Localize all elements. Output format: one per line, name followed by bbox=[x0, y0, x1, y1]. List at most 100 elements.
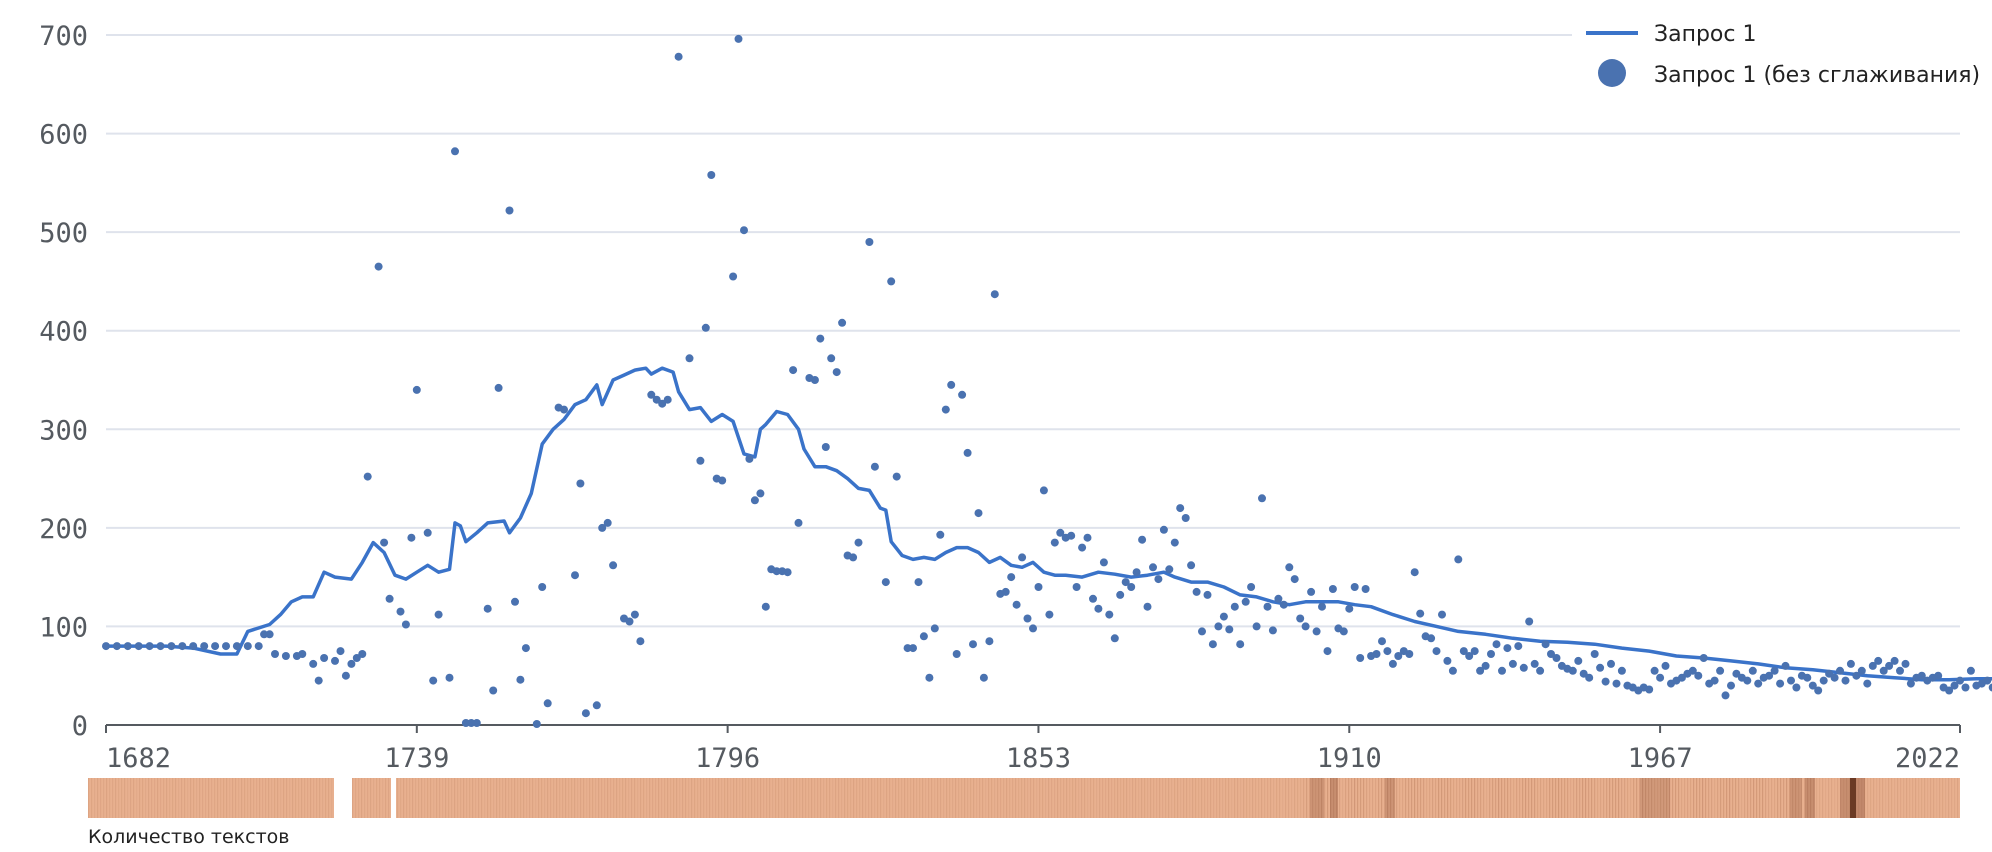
scatter-point[interactable] bbox=[603, 518, 612, 527]
scatter-point[interactable] bbox=[685, 354, 694, 363]
scatter-point[interactable] bbox=[772, 567, 781, 576]
scatter-point[interactable] bbox=[1961, 683, 1970, 692]
scatter-point[interactable] bbox=[1612, 679, 1621, 688]
scatter-point[interactable] bbox=[958, 390, 967, 399]
scatter-point[interactable] bbox=[1743, 676, 1752, 685]
scatter-point[interactable] bbox=[1956, 676, 1964, 685]
scatter-point[interactable] bbox=[1803, 673, 1812, 682]
scatter-point[interactable] bbox=[1105, 610, 1114, 619]
scatter-point[interactable] bbox=[200, 642, 209, 651]
scatter-point[interactable] bbox=[1258, 494, 1266, 503]
scatter-point[interactable] bbox=[1372, 650, 1381, 658]
scatter-point[interactable] bbox=[1836, 666, 1844, 675]
scatter-point[interactable] bbox=[1187, 561, 1196, 570]
scatter-point[interactable] bbox=[979, 673, 988, 682]
scatter-point[interactable] bbox=[1214, 622, 1223, 631]
scatter-point[interactable] bbox=[963, 448, 972, 457]
scatter-point[interactable] bbox=[1890, 656, 1899, 665]
scatter-point[interactable] bbox=[1721, 691, 1730, 700]
scatter-point[interactable] bbox=[1590, 650, 1599, 658]
scatter-point[interactable] bbox=[281, 652, 290, 660]
scatter-point[interactable] bbox=[1470, 647, 1479, 656]
scatter-point[interactable] bbox=[1099, 558, 1108, 567]
scatter-point[interactable] bbox=[1023, 614, 1032, 623]
scatter-point[interactable] bbox=[652, 395, 661, 404]
scatter-point[interactable] bbox=[260, 630, 269, 639]
scatter-point[interactable] bbox=[1121, 578, 1130, 587]
scatter-point[interactable] bbox=[1132, 568, 1141, 577]
scatter-point[interactable] bbox=[707, 171, 716, 179]
scatter-point[interactable] bbox=[985, 637, 994, 646]
scatter-point[interactable] bbox=[538, 583, 547, 591]
scatter-point[interactable] bbox=[1050, 538, 1059, 547]
scatter-point[interactable] bbox=[881, 578, 890, 587]
scatter-point[interactable] bbox=[1268, 626, 1277, 635]
scatter-point[interactable] bbox=[1945, 686, 1954, 695]
scatter-point[interactable] bbox=[1781, 661, 1790, 670]
scatter-point[interactable] bbox=[352, 654, 361, 662]
scatter-point[interactable] bbox=[827, 354, 836, 363]
scatter-point[interactable] bbox=[374, 262, 383, 271]
scatter-point[interactable] bbox=[1825, 669, 1834, 678]
scatter-point[interactable] bbox=[718, 476, 727, 485]
scatter-point[interactable] bbox=[1917, 671, 1926, 680]
scatter-point[interactable] bbox=[1078, 543, 1087, 552]
scatter-point[interactable] bbox=[1863, 679, 1872, 688]
scatter-point[interactable] bbox=[1301, 622, 1310, 631]
scatter-point[interactable] bbox=[647, 390, 656, 399]
scatter-point[interactable] bbox=[1018, 553, 1027, 562]
scatter-point[interactable] bbox=[609, 561, 618, 570]
scatter-point[interactable] bbox=[1857, 666, 1866, 675]
scatter-point[interactable] bbox=[1198, 627, 1206, 636]
scatter-point[interactable] bbox=[298, 650, 307, 658]
scatter-point[interactable] bbox=[1345, 604, 1354, 613]
scatter-point[interactable] bbox=[750, 496, 759, 505]
scatter-point[interactable] bbox=[674, 52, 683, 61]
scatter-point[interactable] bbox=[1012, 600, 1021, 609]
scatter-point[interactable] bbox=[1089, 594, 1097, 603]
scatter-point[interactable] bbox=[434, 610, 443, 619]
scatter-point[interactable] bbox=[385, 594, 394, 603]
scatter-point[interactable] bbox=[265, 630, 274, 639]
scatter-point[interactable] bbox=[592, 701, 601, 710]
scatter-point[interactable] bbox=[1208, 640, 1217, 649]
scatter-point[interactable] bbox=[1885, 661, 1894, 670]
scatter-point[interactable] bbox=[1241, 597, 1250, 606]
scatter-point[interactable] bbox=[1323, 647, 1332, 656]
scatter-point[interactable] bbox=[1770, 666, 1779, 675]
scatter-point[interactable] bbox=[1645, 685, 1654, 694]
scatter-point[interactable] bbox=[1677, 673, 1686, 682]
scatter-point[interactable] bbox=[581, 709, 590, 718]
scatter-point[interactable] bbox=[1819, 676, 1828, 685]
scatter-point[interactable] bbox=[1896, 666, 1904, 675]
scatter-point[interactable] bbox=[1498, 666, 1506, 675]
scatter-point[interactable] bbox=[336, 647, 345, 656]
scatter-point[interactable] bbox=[445, 673, 454, 682]
scatter-point[interactable] bbox=[1868, 661, 1877, 670]
scatter-point[interactable] bbox=[1448, 666, 1457, 675]
scatter-point[interactable] bbox=[1906, 679, 1915, 688]
scatter-point[interactable] bbox=[936, 530, 945, 539]
scatter-point[interactable] bbox=[1388, 659, 1397, 668]
scatter-point[interactable] bbox=[1170, 538, 1179, 547]
scatter-point[interactable] bbox=[407, 533, 416, 542]
scatter-point[interactable] bbox=[1536, 666, 1545, 675]
scatter-point[interactable] bbox=[467, 719, 476, 727]
scatter-point[interactable] bbox=[102, 642, 110, 651]
scatter-point[interactable] bbox=[211, 642, 220, 651]
scatter-point[interactable] bbox=[1487, 650, 1495, 658]
scatter-point[interactable] bbox=[1901, 659, 1910, 668]
scatter-point[interactable] bbox=[472, 719, 481, 727]
scatter-point[interactable] bbox=[511, 597, 519, 606]
scatter-point[interactable] bbox=[854, 538, 863, 547]
scatter-point[interactable] bbox=[1110, 634, 1119, 643]
scatter-point[interactable] bbox=[123, 642, 132, 651]
scatter-point[interactable] bbox=[1492, 640, 1501, 649]
scatter-point[interactable] bbox=[380, 538, 389, 547]
text-count-density-strip[interactable]: Количество текстов bbox=[88, 777, 1960, 848]
scatter-point[interactable] bbox=[1879, 666, 1888, 675]
scatter-point[interactable] bbox=[1481, 661, 1490, 670]
scatter-point[interactable] bbox=[1159, 525, 1168, 534]
scatter-point[interactable] bbox=[1361, 585, 1370, 593]
scatter-point[interactable] bbox=[363, 472, 372, 481]
